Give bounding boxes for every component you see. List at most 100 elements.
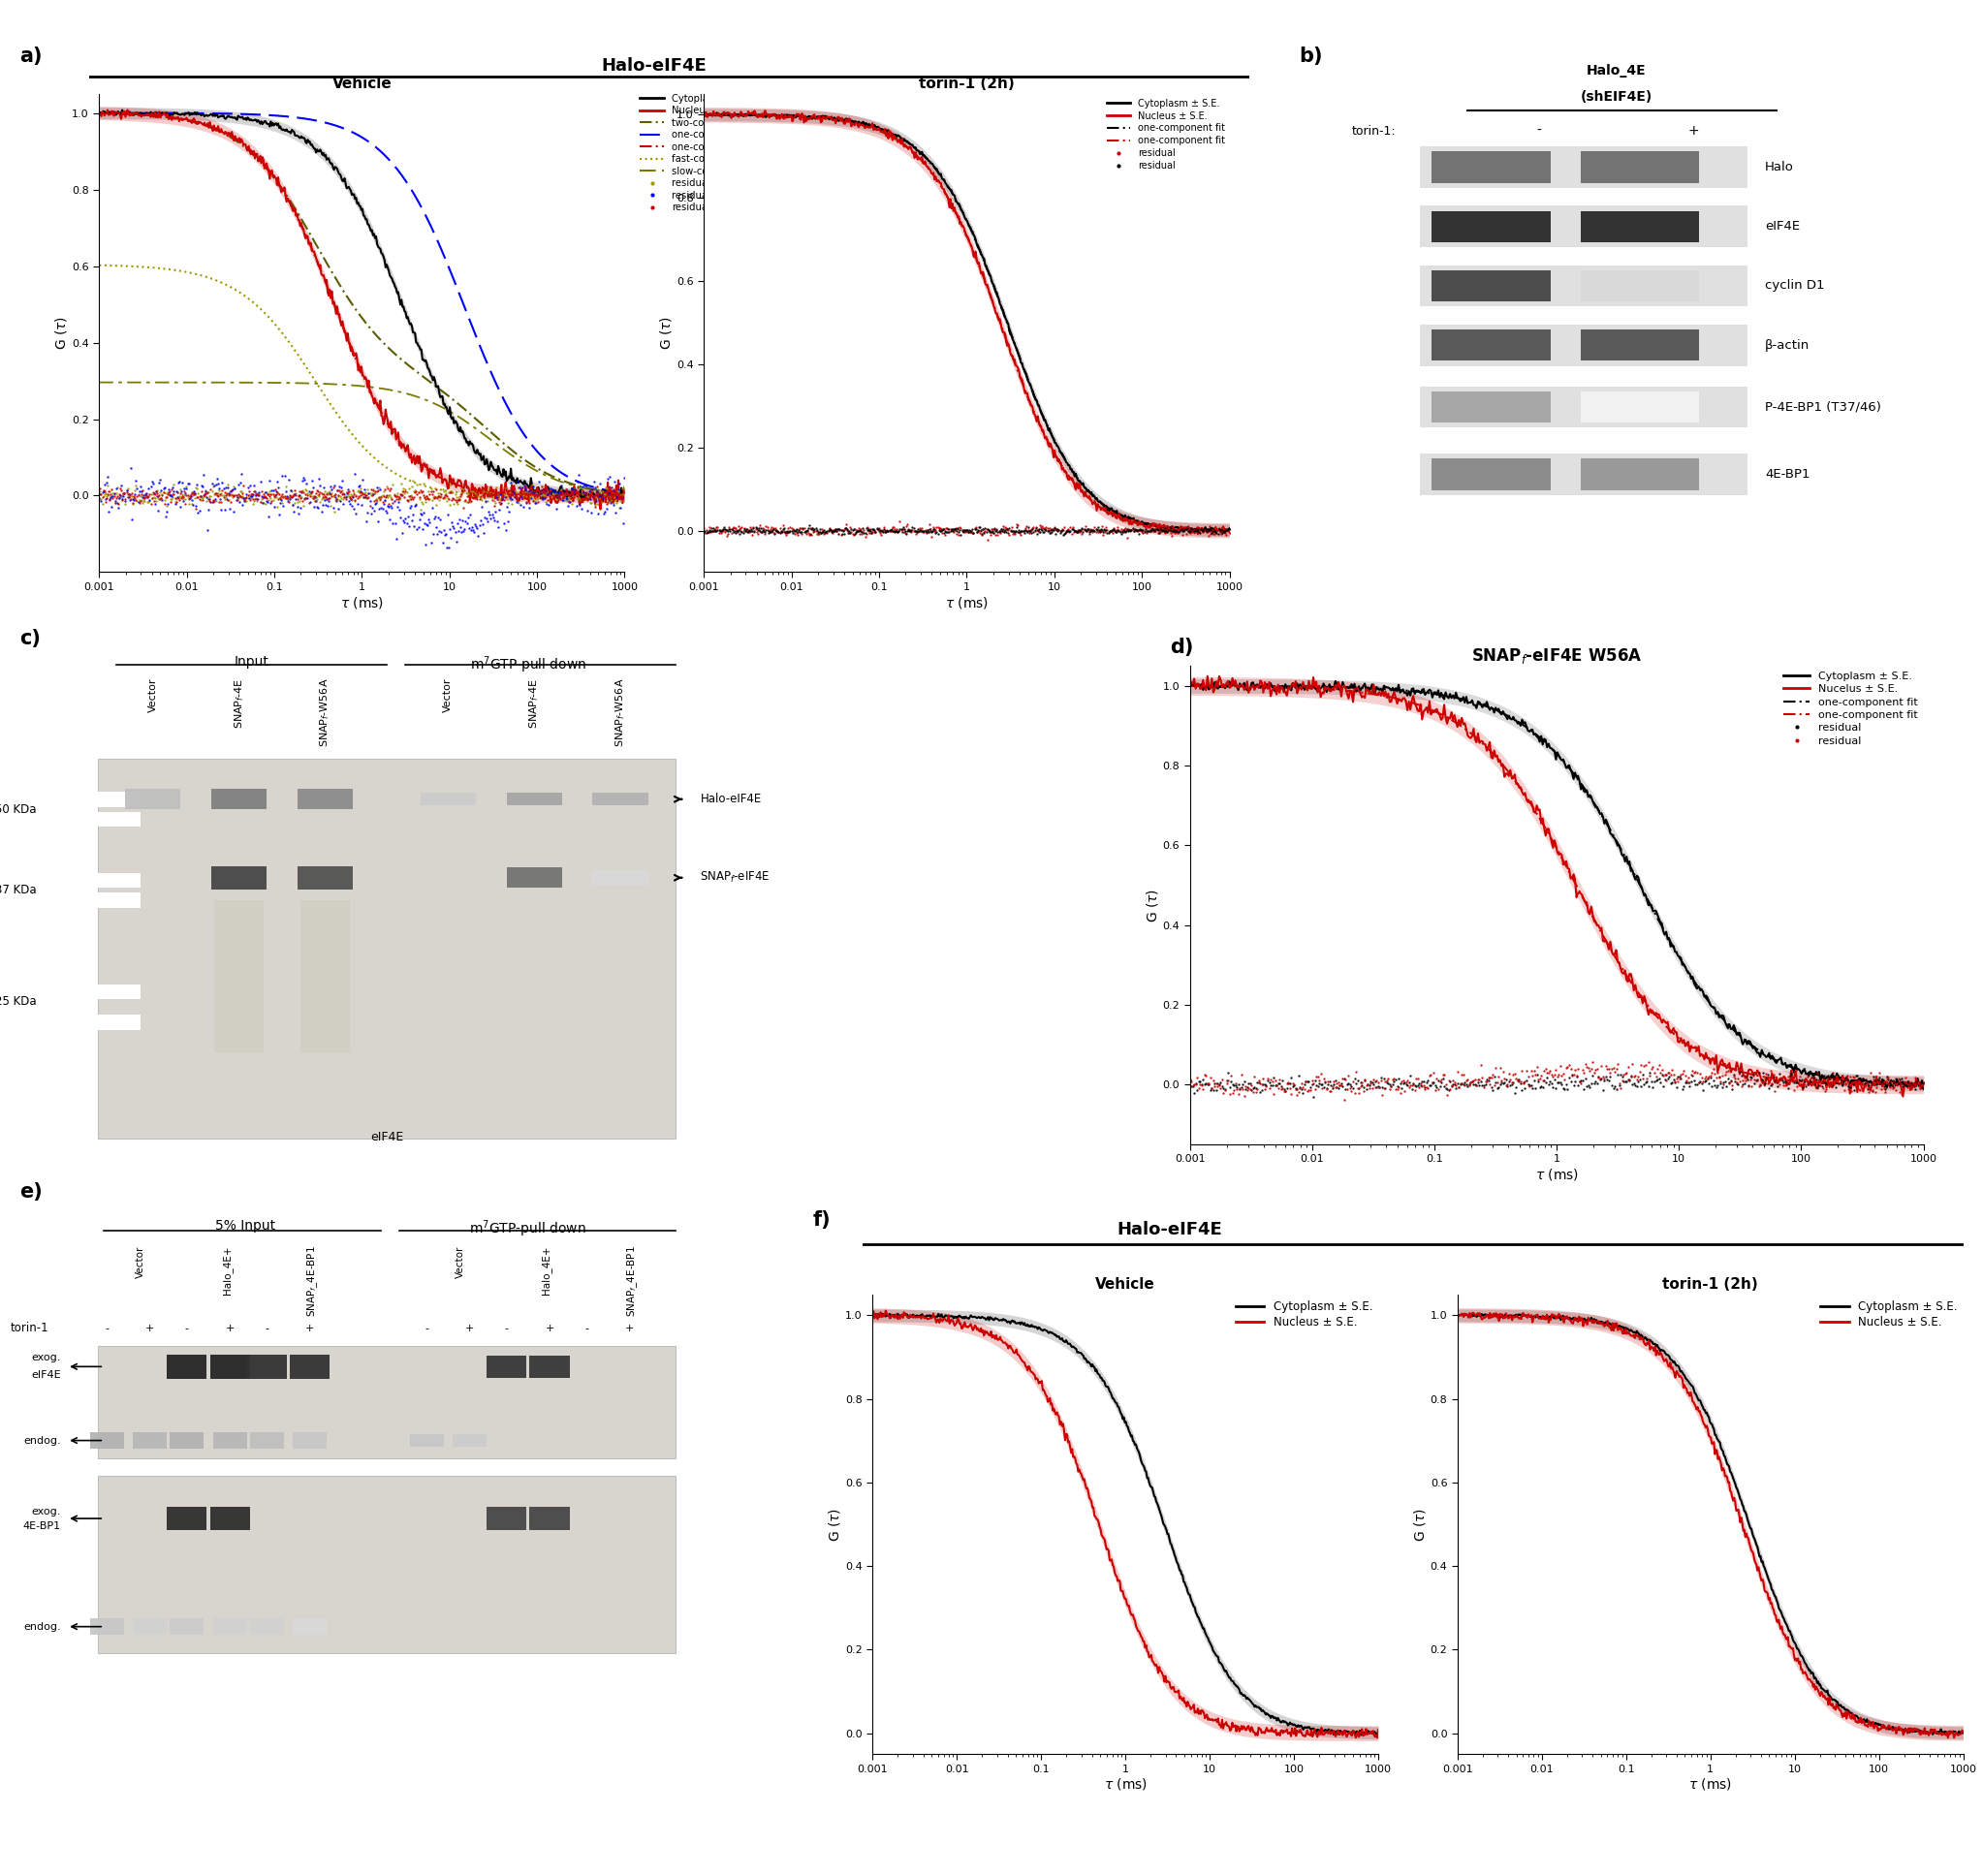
Bar [89,1619,123,1634]
Cytoplasm ± S.E. [1951,1720,1975,1743]
Bar [97,985,141,1000]
Legend: Cytoplasm ± S.E., Nucleus ± S.E., one-component fit, one-component fit, residual: Cytoplasm ± S.E., Nucleus ± S.E., one-co… [1107,99,1225,171]
Nucleus ± S.E. [1719,1486,1743,1508]
Text: Halo-eIF4E: Halo-eIF4E [601,58,708,75]
Line: Nucleus ± S.E.: Nucleus ± S.E. [1458,1313,1963,1737]
Bar [97,792,141,807]
Bar [212,867,268,889]
Text: 37 KDa: 37 KDa [0,884,36,897]
Text: cyclin D1: cyclin D1 [1765,280,1824,293]
Bar [1580,210,1699,242]
Bar [97,872,141,887]
Text: eIF4E: eIF4E [371,1131,403,1144]
Text: Vector: Vector [149,677,159,713]
Text: 5% Input: 5% Input [216,1219,276,1233]
Cytoplasm ± S.E. [861,1306,884,1328]
Text: Vector: Vector [456,1246,466,1278]
Text: m$^7$GTP pull down: m$^7$GTP pull down [470,655,587,675]
Legend: Cytoplasm ± S.E., Nucelus ± S.E., one-component fit, one-component fit, residual: Cytoplasm ± S.E., Nucelus ± S.E., one-co… [1783,672,1918,745]
Text: eIF4E: eIF4E [32,1371,61,1381]
Bar [97,1015,141,1030]
Text: SNAP$_f$-4E: SNAP$_f$-4E [232,677,246,728]
Bar [133,1431,167,1448]
Bar [1420,325,1747,366]
Cytoplasm ± S.E. [1941,1720,1965,1743]
Text: f): f) [813,1210,831,1229]
Cytoplasm ± S.E. [892,1302,916,1324]
Bar [1580,392,1699,422]
Legend: Cytoplasm ± S.E., Nucleus ± S.E.: Cytoplasm ± S.E., Nucleus ± S.E. [1235,1300,1372,1328]
Nucleus ± S.E. [861,1302,884,1324]
Bar [89,1431,123,1448]
Y-axis label: G ($\tau$): G ($\tau$) [827,1506,843,1542]
Cytoplasm ± S.E. [1105,1392,1128,1415]
Nucleus ± S.E. [1747,1561,1771,1583]
Bar [293,1431,327,1448]
Text: +: + [226,1323,234,1334]
Nucleus ± S.E. [1941,1722,1965,1745]
Bar [1432,270,1551,302]
Nucleus ± S.E. [1162,1681,1186,1703]
Cytoplasm ± S.E. [1356,1720,1380,1743]
Nucleus ± S.E. [1935,1726,1959,1748]
Cytoplasm ± S.E. [1862,1711,1886,1733]
Text: 50 KDa: 50 KDa [0,803,36,816]
Text: exog.: exog. [32,1506,61,1516]
Nucleus ± S.E. [1446,1306,1469,1328]
Bar [301,900,349,1052]
Cytoplasm ± S.E. [1688,1388,1711,1411]
Bar [1420,146,1747,188]
Bar [97,1476,676,1653]
Cytoplasm ± S.E. [1134,1467,1158,1490]
Legend: Cytoplasm ± S.E., Nucleus ± S.E.: Cytoplasm ± S.E., Nucleus ± S.E. [1820,1300,1957,1328]
Bar [1580,270,1699,302]
Bar [529,1506,569,1529]
Y-axis label: G ($\tau$): G ($\tau$) [1144,887,1160,923]
Title: Vehicle: Vehicle [331,77,393,92]
Text: SNAP$_f$-4E: SNAP$_f$-4E [527,677,541,728]
Bar [293,1619,327,1634]
Y-axis label: G ($\tau$): G ($\tau$) [658,315,674,351]
Bar [1420,206,1747,248]
Text: P-4E-BP1 (T37/46): P-4E-BP1 (T37/46) [1765,401,1882,413]
Cytoplasm ± S.E. [1690,1394,1713,1416]
Bar [452,1433,486,1446]
Cytoplasm ± S.E. [1465,1302,1489,1324]
Bar [593,794,648,805]
Text: torin-1: torin-1 [10,1323,50,1334]
Title: torin-1 (2h): torin-1 (2h) [1662,1278,1759,1293]
Cytoplasm ± S.E. [1277,1715,1301,1737]
Text: -: - [184,1323,188,1334]
Line: Cytoplasm ± S.E.: Cytoplasm ± S.E. [873,1313,1378,1735]
Nucleus ± S.E. [1690,1405,1713,1428]
Cytoplasm ± S.E. [1366,1722,1390,1745]
Bar [529,1354,569,1377]
Bar [1580,458,1699,490]
Line: Nucleus ± S.E.: Nucleus ± S.E. [873,1311,1378,1737]
Bar [1432,330,1551,360]
Text: +: + [466,1323,474,1334]
Bar [210,1506,250,1531]
Text: -: - [424,1323,428,1334]
Bar [593,870,648,885]
Bar [297,790,353,809]
Text: d): d) [1170,638,1194,657]
Text: endog.: endog. [24,1435,61,1445]
Text: endog.: endog. [24,1621,61,1632]
Nucleus ± S.E. [875,1300,898,1323]
Text: e): e) [20,1182,44,1201]
Bar [410,1433,444,1446]
Bar [297,867,353,889]
Bar [212,1619,246,1634]
Bar [1420,386,1747,428]
Text: Vector: Vector [137,1246,145,1278]
Bar [250,1619,284,1634]
Bar [1432,392,1551,422]
Cytoplasm ± S.E. [1103,1388,1126,1411]
Cytoplasm ± S.E. [1719,1463,1743,1486]
Bar [133,1619,167,1634]
X-axis label: $\tau$ (ms): $\tau$ (ms) [1103,1777,1148,1792]
Text: b): b) [1299,47,1323,66]
Text: 4E-BP1: 4E-BP1 [24,1521,61,1531]
Bar [171,1619,204,1634]
